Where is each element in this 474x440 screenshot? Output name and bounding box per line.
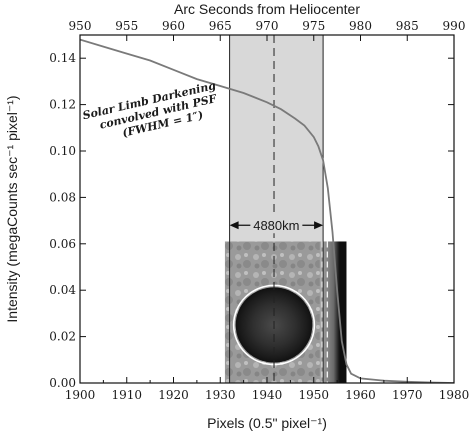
- y-tick-label-4: 0.08: [49, 190, 76, 204]
- span-label: 4880km: [253, 218, 299, 233]
- y-tick-label-5: 0.10: [49, 144, 76, 158]
- axis-ticks: [79, 35, 455, 384]
- x-tick-label-5: 1950: [298, 388, 329, 402]
- x-tick-label-1: 1910: [111, 388, 142, 402]
- y-tick-label-0: 0.00: [49, 376, 76, 390]
- limb-darkening-curve: [80, 38, 454, 383]
- top-axis-title: Arc Seconds from Heliocenter: [174, 1, 360, 17]
- top-tick-label-7: 985: [396, 19, 419, 33]
- span-arrow-head-right: [314, 221, 324, 230]
- y-tick-label-3: 0.06: [49, 237, 76, 251]
- curve-annotation: Solar Limb Darkening convolved with PSF …: [81, 79, 218, 140]
- top-tick-label-5: 975: [302, 19, 325, 33]
- y-tick-label-2: 0.04: [49, 283, 76, 297]
- inset-limb-strip: [319, 241, 340, 383]
- inset-dark-edge: [339, 241, 347, 383]
- span-arrow-head-left: [229, 221, 239, 230]
- solar-disk-inset: [224, 241, 347, 383]
- span-arrow: 4880km: [229, 216, 324, 234]
- top-tick-label-2: 960: [162, 19, 185, 33]
- span-label-background: [250, 216, 303, 234]
- axis-tick-labels: 1900 1910 1920 1930 1940 1950 1960 1970 1980 950 9…: [49, 19, 469, 402]
- top-tick-label-1: 955: [115, 19, 138, 33]
- top-tick-label-3: 965: [209, 19, 232, 33]
- top-tick-label-6: 980: [349, 19, 372, 33]
- top-tick-label-0: 950: [69, 19, 92, 33]
- y-tick-label-6: 0.12: [49, 98, 76, 112]
- x-tick-label-6: 1960: [345, 388, 376, 402]
- y-tick-label-7: 0.14: [49, 51, 76, 65]
- top-tick-label-4: 970: [256, 19, 279, 33]
- x-tick-label-2: 1920: [158, 388, 189, 402]
- x-tick-label-0: 1900: [65, 388, 96, 402]
- x-tick-label-4: 1940: [252, 388, 283, 402]
- x-tick-label-7: 1970: [392, 388, 423, 402]
- top-tick-label-8: 990: [443, 19, 466, 33]
- x-axis-title: Pixels (0.5" pixel⁻¹): [207, 415, 327, 431]
- y-tick-label-1: 0.02: [49, 330, 76, 344]
- y-axis-title: Intensity (megaCounts sec⁻¹ pixel⁻¹): [4, 95, 20, 322]
- x-tick-label-8: 1980: [439, 388, 470, 402]
- x-tick-label-3: 1930: [205, 388, 236, 402]
